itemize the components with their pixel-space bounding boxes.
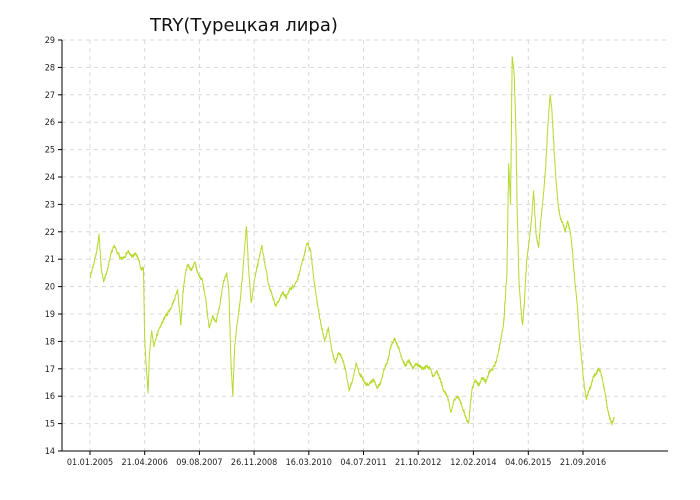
y-tick-label: 19: [45, 310, 55, 320]
y-tick-label: 21: [45, 255, 55, 265]
y-tick-label: 24: [45, 173, 55, 183]
x-tick-label: 04.07.2011: [340, 458, 386, 468]
x-tick-label: 09.08.2007: [176, 458, 222, 468]
x-tick-label: 26.11.2008: [231, 458, 277, 468]
x-tick-label: 21.10.2012: [395, 458, 441, 468]
x-tick-label: 01.01.2005: [67, 458, 113, 468]
y-tick-label: 14: [45, 447, 55, 457]
y-tick-label: 16: [45, 392, 55, 402]
y-tick-label: 26: [45, 118, 55, 128]
grid: [62, 39, 668, 452]
x-axis-ticks: 01.01.2005 21.04.2006 09.08.2007 26.11.2008…: [67, 451, 606, 468]
x-tick-label: 21.04.2006: [122, 458, 168, 468]
y-tick-label: 25: [45, 146, 55, 156]
series-line: [89, 56, 615, 427]
x-tick-label: 21.09.2016: [560, 458, 606, 468]
x-tick-label: 16.03.2010: [286, 458, 332, 468]
y-tick-label: 29: [45, 36, 55, 46]
y-tick-label: 28: [45, 63, 55, 73]
chart-title: TRY(Турецкая лира): [149, 15, 338, 36]
y-tick-label: 22: [45, 228, 55, 238]
y-tick-label: 23: [45, 200, 55, 210]
y-axis-ticks: 14 15 16 17 18 19 20 21 22 23 24 25 26 27 28 29: [45, 36, 62, 457]
y-tick-label: 17: [45, 365, 55, 375]
x-tick-label: 04.06.2015: [505, 458, 551, 468]
y-tick-label: 27: [45, 91, 55, 101]
y-tick-label: 20: [45, 283, 55, 293]
y-tick-label: 18: [45, 337, 55, 347]
x-tick-label: 12.02.2014: [450, 458, 496, 468]
series-group: [89, 56, 615, 427]
y-tick-label: 15: [45, 420, 55, 430]
